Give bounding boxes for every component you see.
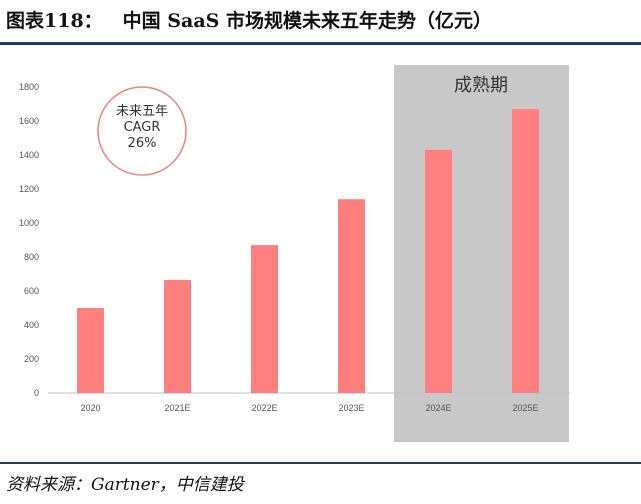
source-note: 资料来源：Gartner，中信建投 — [6, 475, 244, 495]
x-tick-label: 2024E — [425, 403, 451, 413]
y-tick-label: 1000 — [19, 218, 39, 228]
y-tick-label: 0 — [34, 388, 39, 398]
bar-chart: 成熟期 0 200 400 600 800 1000 1200 1400 1600 1800 20… — [19, 65, 570, 442]
bar-2024e — [425, 149, 452, 393]
y-axis: 0 200 400 600 800 1000 1200 1400 1600 1800 — [19, 82, 39, 398]
mature-phase-label: 成熟期 — [454, 75, 508, 96]
figure-title: 图表118： 中国 SaaS 市场规模未来五年走势（亿元） — [6, 6, 492, 33]
bar-2025e — [512, 109, 539, 393]
cagr-circle — [97, 86, 187, 176]
x-tick-label: 2022E — [251, 403, 277, 413]
bar-2021e — [164, 279, 191, 393]
cagr-line-2: CAGR — [124, 120, 161, 135]
bar-2023e — [338, 199, 365, 393]
bottom-rule — [0, 462, 641, 464]
x-axis: 2020 2021E 2022E 2023E 2024E 2025E — [80, 403, 538, 413]
y-tick-label: 400 — [24, 320, 39, 330]
y-tick-label: 1200 — [19, 184, 39, 194]
x-tick-label: 2021E — [164, 403, 190, 413]
y-tick-label: 800 — [24, 252, 39, 262]
y-tick-label: 1800 — [19, 82, 39, 92]
figure-title-text: 中国 SaaS 市场规模未来五年走势（亿元） — [122, 10, 492, 32]
x-tick-label: 2025E — [512, 403, 538, 413]
figure-number: 图表118： — [6, 10, 103, 32]
y-tick-label: 600 — [24, 286, 39, 296]
mature-phase-band — [394, 65, 569, 442]
cagr-line-3: 26% — [128, 136, 157, 151]
cagr-line-1: 未来五年 — [116, 104, 168, 119]
y-tick-label: 200 — [24, 354, 39, 364]
x-tick-label: 2020 — [80, 403, 100, 413]
bar-2022e — [251, 245, 278, 393]
bar-2020 — [77, 308, 104, 393]
y-tick-label: 1400 — [19, 150, 39, 160]
top-rule — [0, 42, 641, 45]
y-tick-label: 1600 — [19, 116, 39, 126]
x-tick-label: 2023E — [338, 403, 364, 413]
bar-series — [77, 109, 539, 393]
